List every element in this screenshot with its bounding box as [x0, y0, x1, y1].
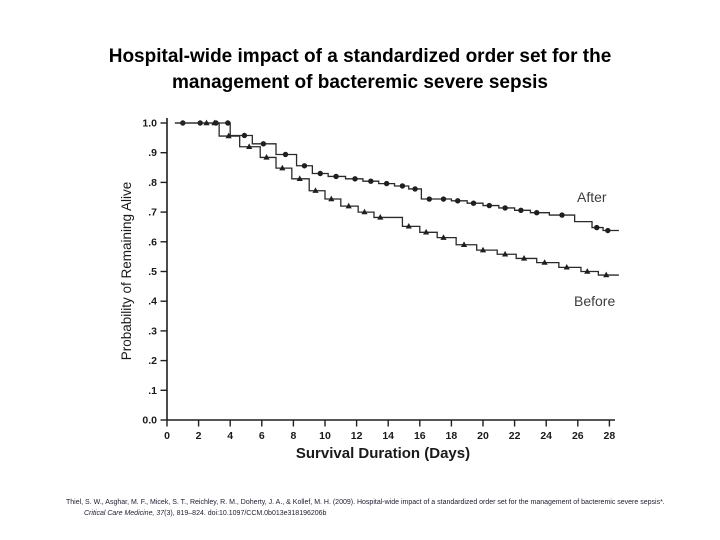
svg-text:6: 6: [259, 430, 265, 442]
citation-text-start: Thiel, S. W., Asghar, M. F., Micek, S. T…: [66, 499, 665, 506]
after-curve-label: After: [577, 189, 607, 205]
svg-text:26: 26: [572, 430, 584, 442]
y-axis-ticks: 1.0 .9 .8 .7 .6 .5 .4 .3 .2 .1 0.0: [142, 118, 167, 427]
svg-text:4: 4: [227, 430, 233, 442]
kaplan-meier-chart: 1.0.9.8.7.6.5.4.3.2.10.0 0 2 4 6 8 10 12 14 16 18…: [119, 118, 619, 462]
slide-title-line2: management of bacteremic severe sepsis: [172, 72, 548, 93]
citation: Thiel, S. W., Asghar, M. F., Micek, S. T…: [66, 497, 684, 519]
svg-text:.6: .6: [148, 236, 157, 248]
before-curve-label: Before: [574, 293, 615, 309]
slide-title-line1: Hospital-wide impact of a standardized o…: [108, 46, 612, 67]
svg-text:1.0: 1.0: [142, 118, 157, 130]
svg-text:.3: .3: [148, 325, 157, 337]
svg-text:24: 24: [540, 430, 552, 442]
svg-text:20: 20: [477, 430, 489, 442]
svg-text:2: 2: [196, 430, 202, 442]
survival-chart-figure: 1.0.9.8.7.6.5.4.3.2.1 0.0 0 2 4 6 8 10 12 14 16 18…: [115, 100, 655, 475]
citation-journal-italic: Critical Care Medicine, 37: [84, 510, 165, 517]
svg-text:8: 8: [290, 430, 296, 442]
svg-text:0: 0: [164, 430, 170, 442]
svg-text:.4: .4: [148, 296, 157, 308]
svg-text:0.0: 0.0: [142, 415, 157, 427]
before-survival-curve: [174, 119, 619, 278]
svg-text:16: 16: [414, 430, 426, 442]
svg-text:.7: .7: [148, 207, 157, 219]
svg-text:.5: .5: [148, 266, 157, 278]
svg-text:.8: .8: [148, 177, 157, 189]
svg-text:12: 12: [351, 430, 363, 442]
svg-text:.2: .2: [148, 355, 157, 367]
svg-text:14: 14: [382, 430, 394, 442]
svg-text:10: 10: [319, 430, 331, 442]
svg-text:18: 18: [446, 430, 458, 442]
svg-text:.1: .1: [148, 385, 157, 397]
y-axis-label: Probability of Remaining Alive: [119, 182, 134, 361]
after-survival-curve: [174, 120, 619, 234]
svg-text:.9: .9: [148, 147, 157, 159]
svg-text:22: 22: [509, 430, 521, 442]
x-axis-label: Survival Duration (Days): [296, 445, 470, 462]
citation-text-end: (3), 819–824. doi:10.1097/CCM.0b013e3181…: [164, 510, 327, 517]
chart-axes: [166, 118, 615, 421]
svg-text:28: 28: [604, 430, 616, 442]
x-axis-ticks: 0 2 4 6 8 10 12 14 16 18 20 22 24 26 28: [164, 420, 615, 442]
slide-title: Hospital-wide impact of a standardized o…: [0, 44, 720, 96]
